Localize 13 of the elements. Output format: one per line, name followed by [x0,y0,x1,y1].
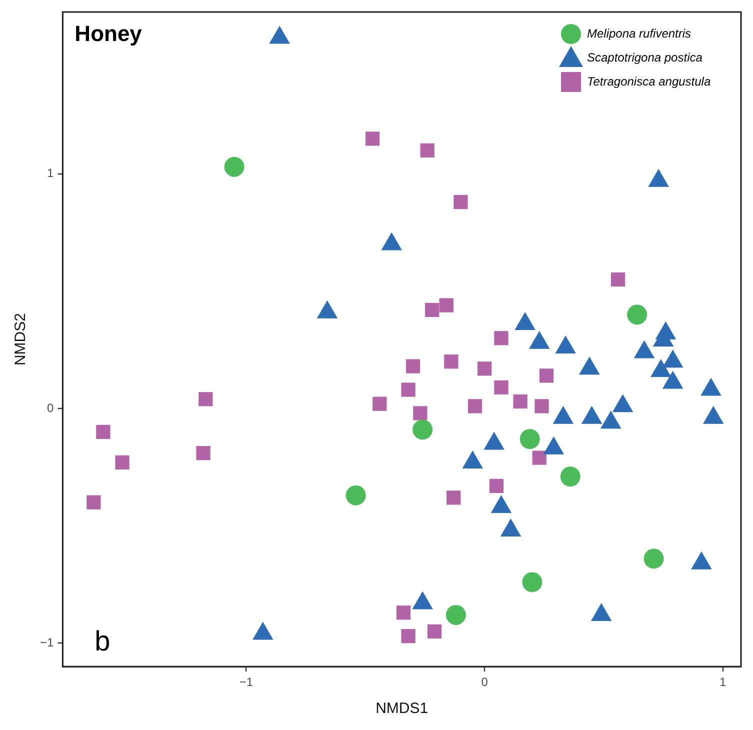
legend-label: Tetragonisca angustula [587,74,711,88]
y-tick-label: −1 [40,635,54,650]
y-tick-label: 1 [46,166,54,180]
x-axis-title: NMDS1 [376,700,428,718]
y-axis-title: NMDS2 [12,313,30,366]
legend-label: Melipona rufiventris [587,26,692,40]
chart-title: Honey [74,21,143,46]
x-tick-label: −1 [239,675,254,690]
legend-label: Scaptotrigona postica [587,50,703,64]
y-tick-label: 0 [46,400,54,415]
annotation: b [94,625,110,656]
x-tick-label: 1 [720,675,727,690]
x-tick-label: 0 [481,675,488,690]
